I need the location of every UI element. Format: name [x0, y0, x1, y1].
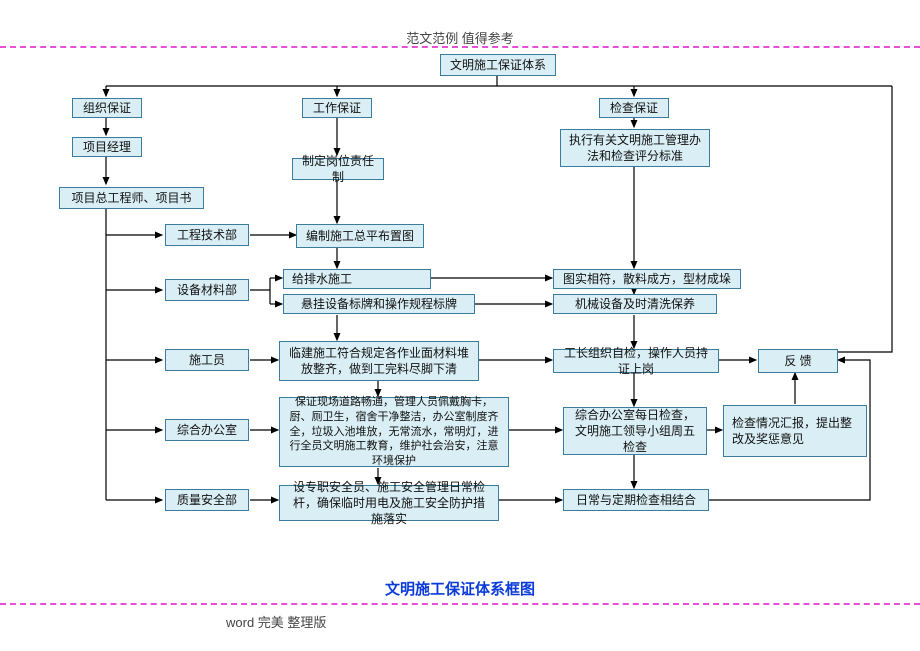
node-layout-plan: 编制施工总平布置图	[296, 224, 424, 248]
diagram-title: 文明施工保证体系框图	[0, 578, 920, 599]
page-header: 范文范例 值得参考	[0, 28, 920, 47]
node-report: 检查情况汇报，提出整改及奖惩意见	[723, 405, 867, 457]
node-org-guarantee: 组织保证	[72, 98, 142, 118]
node-project-manager: 项目经理	[72, 137, 142, 157]
node-tech-dept: 工程技术部	[165, 224, 249, 246]
node-machine-clean: 机械设备及时清洗保养	[553, 294, 717, 314]
node-temp-build: 临建施工符合规定各作业面材料堆放整齐，做到工完料尽脚下清	[279, 341, 479, 381]
node-feedback: 反 馈	[758, 349, 838, 373]
node-draw-ok: 图实相符，散料成方，型材成垛	[553, 269, 741, 289]
node-hang-tag: 悬挂设备标牌和操作规程标牌	[283, 294, 475, 314]
node-resp-system: 制定岗位责任制	[292, 158, 384, 180]
node-site-mgmt: 保证现场道路畅通，管理人员佩戴胸卡，厨、厕卫生，宿舍干净整洁，办公室制度齐全，垃…	[279, 397, 509, 467]
node-check-guarantee: 检查保证	[599, 98, 669, 118]
dashed-bottom	[0, 603, 920, 605]
node-safety: 设专职安全员、施工安全管理日常检杆，确保临时用电及施工安全防护措施落实	[279, 485, 499, 521]
node-root: 文明施工保证体系	[440, 54, 556, 76]
page-footer: word 完美 整理版	[226, 612, 326, 631]
dashed-top	[0, 46, 920, 48]
node-work-guarantee: 工作保证	[302, 98, 372, 118]
node-office: 综合办公室	[165, 419, 249, 441]
node-exec-std: 执行有关文明施工管理办法和检查评分标准	[560, 129, 710, 167]
node-material-dept: 设备材料部	[165, 279, 249, 301]
node-foreman: 工长组织自检，操作人员持证上岗	[553, 349, 719, 373]
node-drainage: 给排水施工	[283, 269, 431, 289]
node-daily-check: 综合办公室每日检查，文明施工领导小组周五检查	[563, 407, 707, 455]
node-regular-check: 日常与定期检查相结合	[563, 489, 709, 511]
node-builder: 施工员	[165, 349, 249, 371]
node-qa-dept: 质量安全部	[165, 489, 249, 511]
node-chief-engineer: 项目总工程师、项目书	[59, 187, 204, 209]
